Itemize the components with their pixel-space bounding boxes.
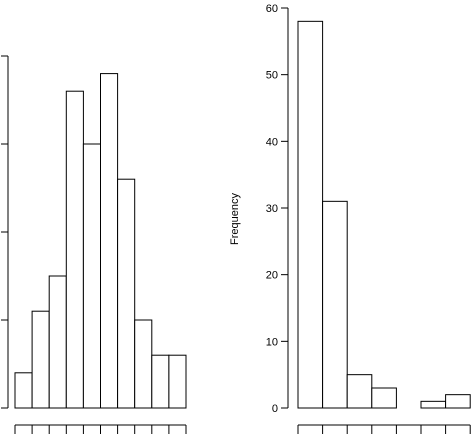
histogram-bar [168,354,187,409]
histogram-bar [371,387,397,409]
y-tick-label: 30 [266,203,278,215]
histogram-bar [445,394,471,409]
histogram-bar [14,372,33,409]
histogram-bar [420,400,447,409]
histogram-bar [297,20,324,409]
right-bars [297,20,471,409]
left-x-ticks [14,424,187,434]
y-tick-label: 0 [272,403,278,415]
histogram-bar [134,319,153,409]
right-y-ticks: 0 10 20 30 40 50 60 [266,3,288,415]
y-tick-label: 20 [266,270,278,282]
histogram-bar [117,178,136,409]
histogram-bar [151,354,170,409]
histogram-bar [82,143,102,409]
histogram-bar [100,73,119,409]
histogram-bar [48,275,67,409]
right-y-axis-label: Frequency [229,193,241,245]
left-bars [14,73,187,409]
left-y-ticks [1,55,8,409]
y-tick-label: 10 [266,336,278,348]
left-histogram [1,55,187,434]
right-histogram: Frequency 0 10 20 30 40 50 60 [229,3,471,434]
histogram-bar [65,90,84,409]
histogram-bar [346,374,373,409]
y-tick-label: 40 [266,136,278,148]
y-tick-label: 50 [266,70,278,82]
right-x-ticks [297,424,471,434]
histogram-bar [322,200,348,409]
y-tick-label: 60 [266,3,278,15]
histogram-bar [31,310,50,409]
